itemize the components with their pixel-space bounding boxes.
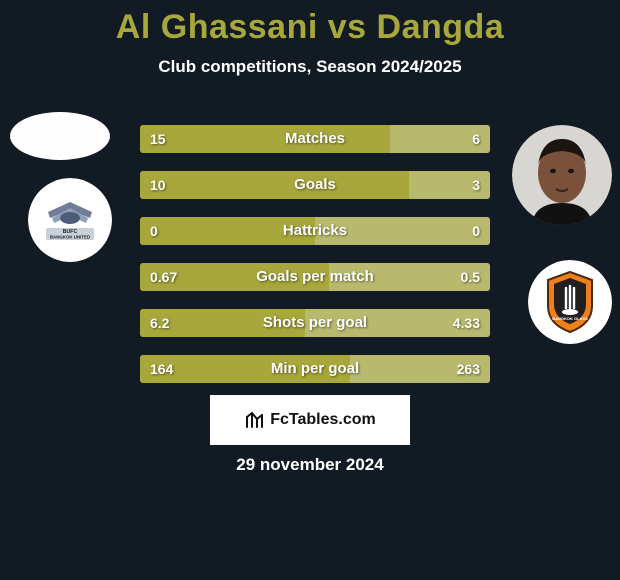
stat-label: Goals per match [140, 263, 490, 291]
stat-row: Goals per match0.67 0.5 [140, 263, 490, 291]
player2-avatar [512, 125, 612, 225]
comparison-card: Al Ghassani vs Dangda Club competitions,… [0, 0, 620, 580]
stat-row: Hattricks0 0 [140, 217, 490, 245]
stat-value-right: 3 [472, 171, 480, 199]
stat-value-left: 164 [150, 355, 173, 383]
stat-label: Min per goal [140, 355, 490, 383]
stat-label: Hattricks [140, 217, 490, 245]
stat-row: Min per goal164 263 [140, 355, 490, 383]
stat-label: Goals [140, 171, 490, 199]
stat-row: Shots per goal6.2 4.33 [140, 309, 490, 337]
stat-row: Matches15 6 [140, 125, 490, 153]
brand-text: FcTables.com [270, 411, 376, 429]
svg-text:BANGKOK UNITED: BANGKOK UNITED [50, 235, 90, 240]
stat-row: Goals10 3 [140, 171, 490, 199]
stat-value-right: 0.5 [461, 263, 480, 291]
stat-label: Shots per goal [140, 309, 490, 337]
stat-value-right: 6 [472, 125, 480, 153]
stat-value-left: 15 [150, 125, 166, 153]
brand-badge: FcTables.com [210, 395, 410, 445]
footer-date: 29 november 2024 [0, 455, 620, 475]
stat-value-right: 4.33 [453, 309, 480, 337]
subtitle: Club competitions, Season 2024/2025 [0, 57, 620, 77]
stat-value-left: 0.67 [150, 263, 177, 291]
stat-value-right: 0 [472, 217, 480, 245]
stat-value-right: 263 [457, 355, 480, 383]
stat-label: Matches [140, 125, 490, 153]
stat-value-left: 10 [150, 171, 166, 199]
stat-value-left: 0 [150, 217, 158, 245]
player1-avatar [8, 108, 112, 164]
page-title: Al Ghassani vs Dangda [0, 0, 620, 47]
stat-value-left: 6.2 [150, 309, 169, 337]
club2-badge: BANGKOK GLASS [528, 260, 612, 344]
stats-chart: Matches15 6 Goals10 3 Hattricks0 0 Goals per m… [140, 125, 490, 401]
svg-text:BANGKOK GLASS: BANGKOK GLASS [552, 316, 588, 321]
club1-badge: BUFC BANGKOK UNITED [28, 178, 112, 262]
